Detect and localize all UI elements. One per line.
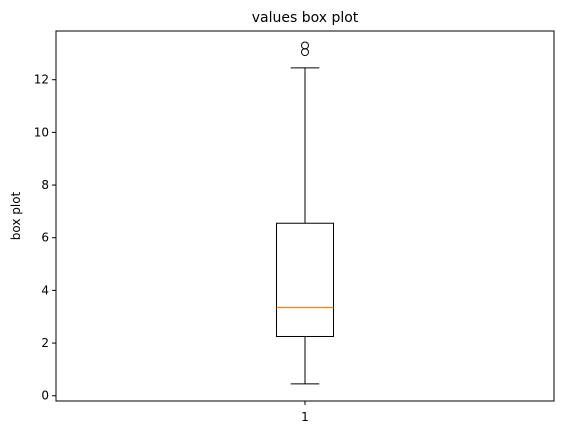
y-tick-label: 12 (34, 73, 49, 87)
y-tick-label: 2 (41, 336, 49, 350)
box-series (276, 41, 334, 385)
y-tick-label: 6 (41, 231, 49, 245)
y-axis: 0 2 4 6 8 10 12 (34, 73, 56, 403)
chart-title: values box plot (252, 10, 359, 26)
outlier-point (301, 41, 309, 50)
x-tick-label: 1 (301, 410, 309, 424)
y-axis-label: box plot (9, 191, 23, 240)
outlier-point (301, 48, 309, 57)
y-tick-label: 8 (41, 178, 49, 192)
y-tick-label: 10 (34, 125, 49, 139)
y-tick-label: 0 (41, 389, 49, 403)
iqr-box (276, 222, 334, 337)
y-tick-label: 4 (41, 283, 49, 297)
x-axis: 1 (301, 401, 309, 424)
